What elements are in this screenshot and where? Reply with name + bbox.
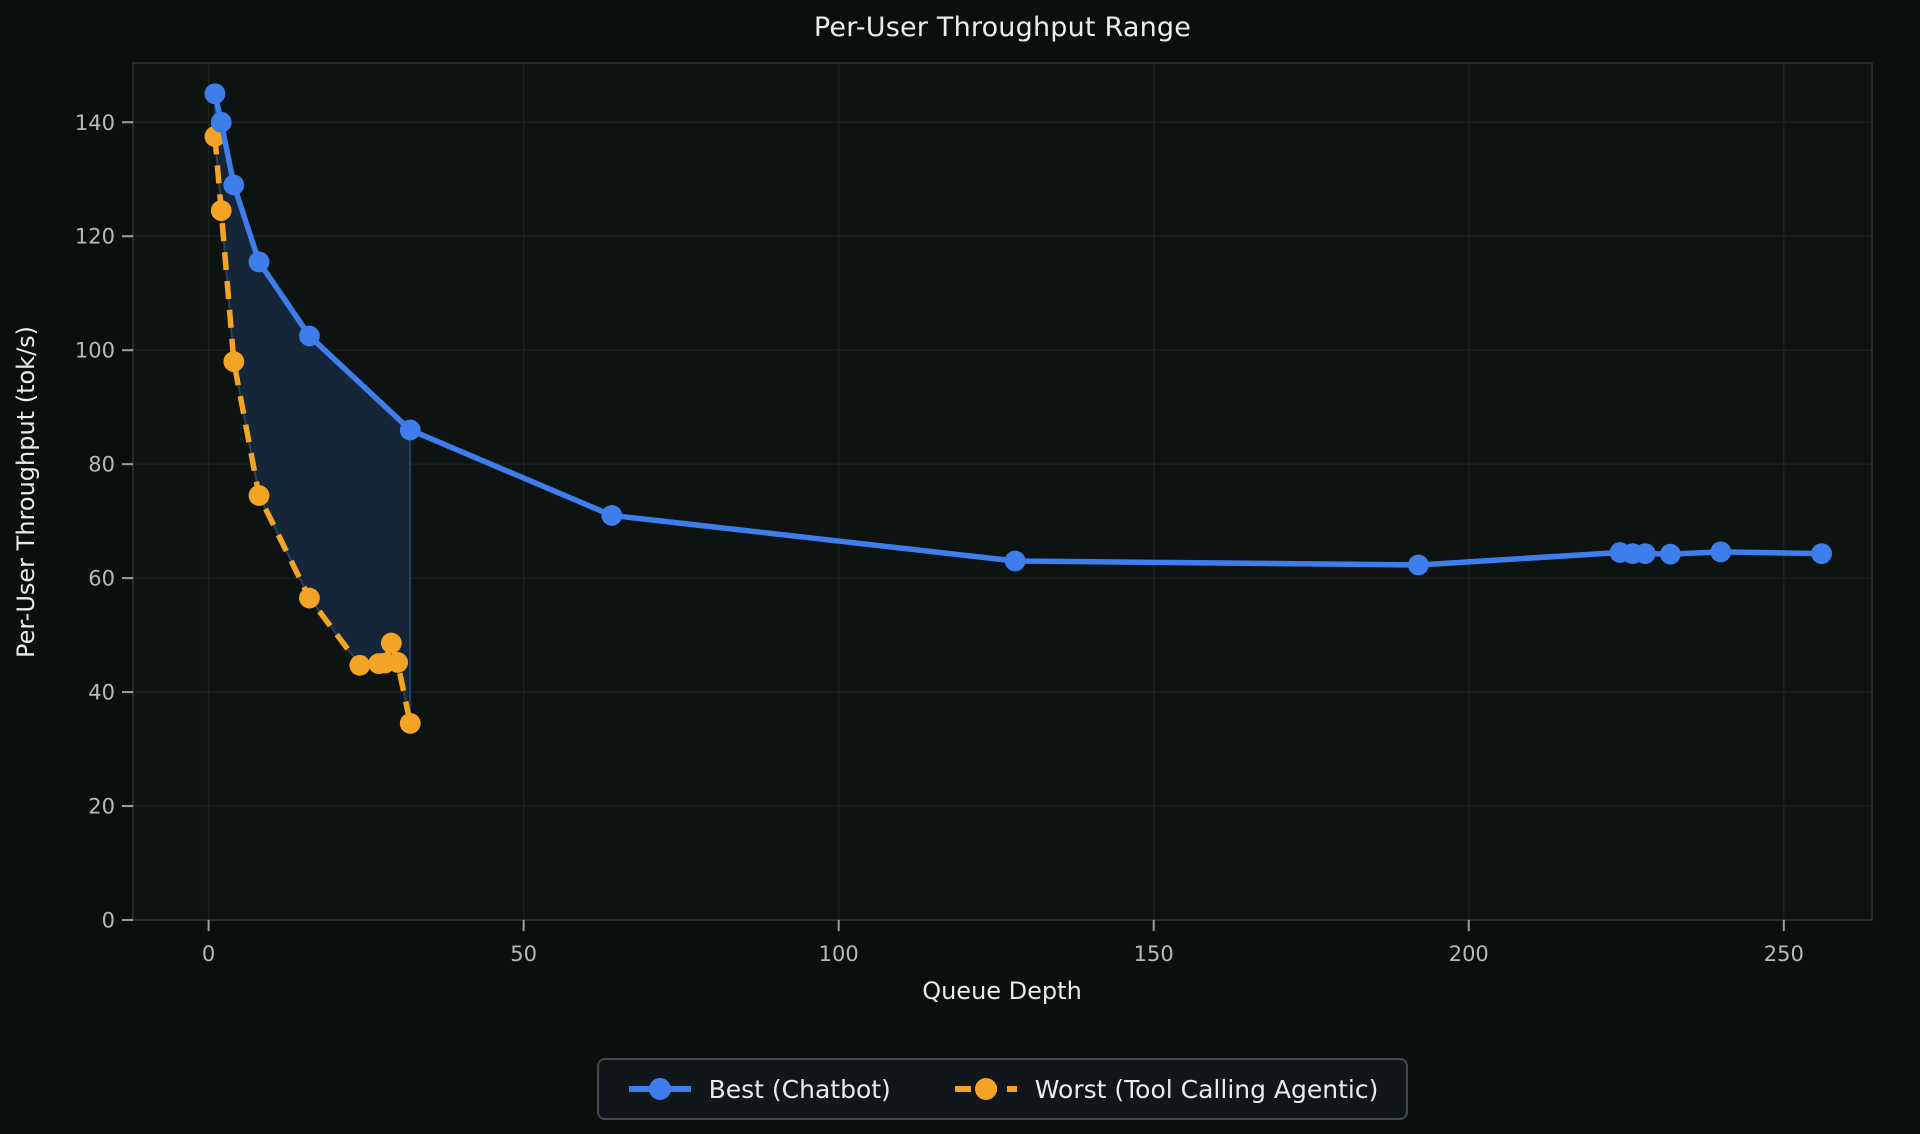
x-tick-label: 150 xyxy=(1134,942,1174,966)
legend-sample-marker xyxy=(974,1078,997,1100)
best-series-marker xyxy=(1659,543,1681,565)
worst-series-marker xyxy=(210,200,232,221)
legend-box: Best (Chatbot) Worst (Tool Calling Agenti… xyxy=(596,1058,1409,1120)
legend: Best (Chatbot) Worst (Tool Calling Agenti… xyxy=(133,1058,1872,1120)
best-series-marker xyxy=(1634,543,1656,565)
y-tick-label: 40 xyxy=(88,681,115,705)
x-tick-label: 100 xyxy=(819,942,859,966)
legend-item-label: Worst (Tool Calling Agentic) xyxy=(1034,1074,1379,1104)
plot-area: 0 50 100 150 200 250 0 20 40 60 80 100 120 140 xyxy=(75,62,1873,966)
best-series-marker xyxy=(223,174,245,196)
best-series-marker xyxy=(248,251,270,273)
best-series-marker xyxy=(1407,554,1429,576)
legend-item: Best (Chatbot) xyxy=(627,1074,891,1104)
best-series-legend-swatch xyxy=(628,1078,691,1100)
legend-item-label: Best (Chatbot) xyxy=(708,1074,891,1104)
best-series-marker xyxy=(1710,541,1732,563)
best-series-marker xyxy=(601,505,623,526)
y-tick-label: 80 xyxy=(88,453,115,477)
y-tick-label: 120 xyxy=(75,225,115,249)
x-axis-label: Queue Depth xyxy=(922,977,1082,1005)
x-tick-label: 0 xyxy=(202,942,215,966)
worst-series-marker xyxy=(380,632,402,654)
best-series-marker xyxy=(399,419,421,441)
worst-series-legend-swatch xyxy=(954,1078,1017,1100)
chart-title: Per-User Throughput Range xyxy=(813,12,1192,43)
plot-background xyxy=(133,63,1872,920)
y-tick-label: 60 xyxy=(88,567,115,591)
best-series-marker xyxy=(204,83,226,105)
worst-series-marker xyxy=(223,351,245,372)
best-series-marker xyxy=(210,111,232,133)
best-series-marker xyxy=(1004,550,1026,572)
y-tick-label: 140 xyxy=(75,111,115,135)
y-tick-label: 20 xyxy=(88,795,115,819)
worst-series-marker xyxy=(399,713,421,734)
legend-sample-marker xyxy=(648,1078,671,1100)
best-series-marker xyxy=(1811,543,1832,565)
x-tick-label: 200 xyxy=(1449,942,1489,966)
x-tick-label: 50 xyxy=(510,942,537,966)
best-series-marker xyxy=(299,325,320,347)
worst-series-marker xyxy=(387,652,409,673)
worst-series-marker xyxy=(349,654,371,676)
x-tick-label: 250 xyxy=(1764,942,1804,966)
worst-series-marker xyxy=(248,485,270,506)
y-tick-label: 0 xyxy=(102,909,115,933)
y-tick-label: 100 xyxy=(75,339,115,363)
worst-series-marker xyxy=(299,587,320,609)
legend-item: Worst (Tool Calling Agentic) xyxy=(953,1074,1379,1104)
y-axis-label: Per-User Throughput (tok/s) xyxy=(12,326,40,658)
axes-spines xyxy=(132,62,1873,921)
